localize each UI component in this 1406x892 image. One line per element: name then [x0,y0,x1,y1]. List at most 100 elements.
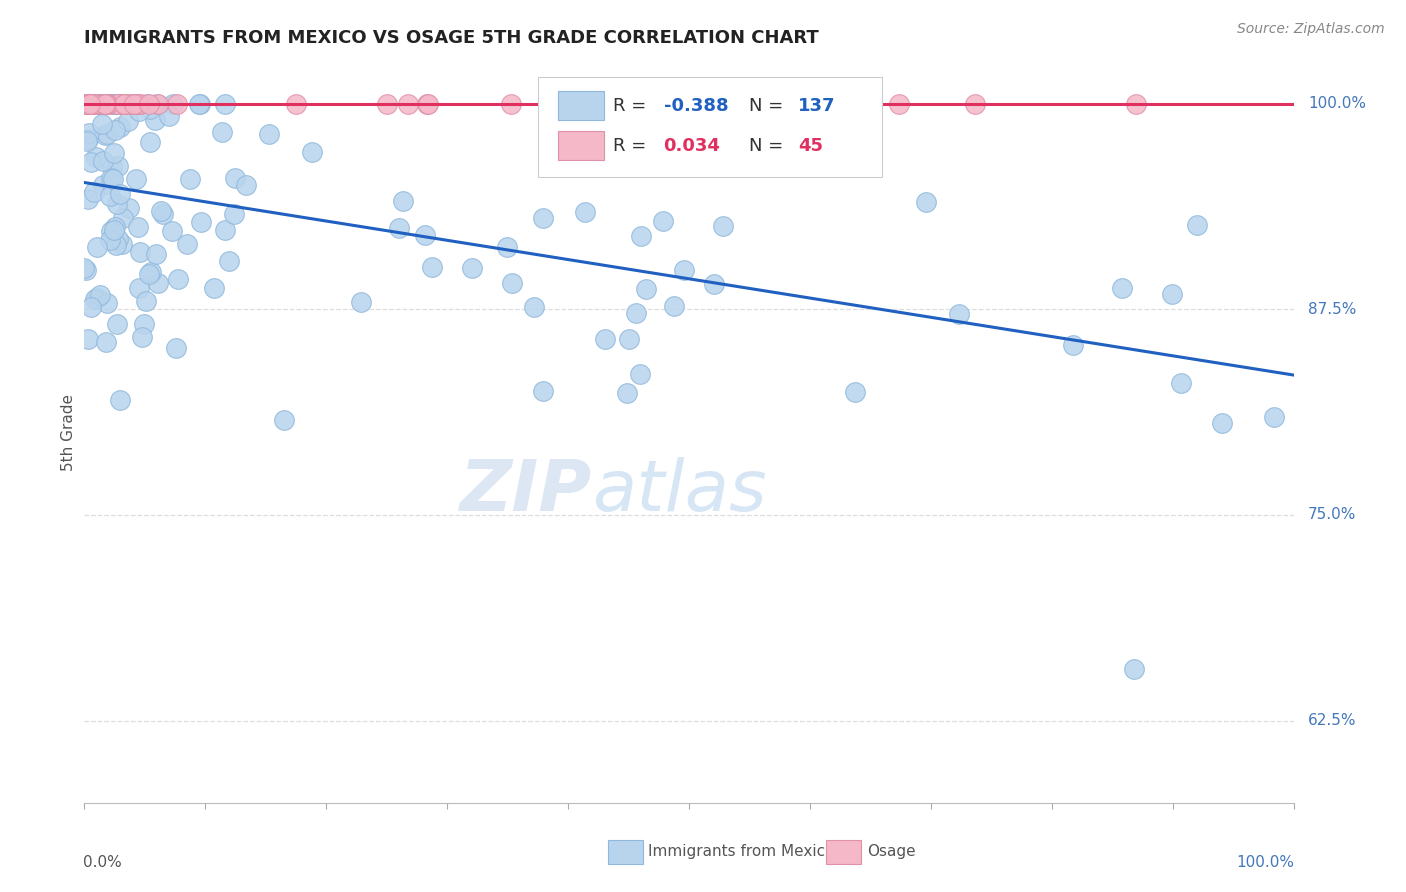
Point [1111,280,1133,294]
Text: N =: N = [749,96,789,114]
Point [94,128,117,143]
Point [86,96,108,111]
Point [616,386,638,401]
Point [501,276,523,290]
Point [107,232,129,246]
Point [273,413,295,427]
Point [711,219,734,234]
Text: Source: ZipAtlas.com: Source: ZipAtlas.com [1237,22,1385,37]
Point [75,96,97,111]
Point [91,178,114,193]
Point [176,236,198,251]
Point [139,102,162,116]
Point [146,96,169,111]
Point [76,134,98,148]
Point [166,96,188,111]
Point [301,145,323,160]
Point [688,96,710,111]
Point [179,172,201,186]
Point [145,247,167,261]
Point [104,122,127,136]
Point [531,211,554,225]
Point [948,307,970,321]
Text: Osage: Osage [866,844,915,859]
Point [501,96,523,111]
Point [148,96,170,111]
Text: ZIP: ZIP [460,458,592,526]
Point [422,260,444,275]
Point [150,203,173,218]
Point [138,136,160,150]
Point [619,96,641,111]
Point [634,283,657,297]
Point [86,240,108,254]
Point [852,96,875,111]
Point [91,118,114,132]
Point [121,96,143,111]
Text: IMMIGRANTS FROM MEXICO VS OSAGE 5TH GRADE CORRELATION CHART: IMMIGRANTS FROM MEXICO VS OSAGE 5TH GRAD… [84,29,820,47]
Point [94,96,117,111]
Point [127,96,149,111]
Point [80,300,103,314]
Point [107,159,129,173]
Point [1122,662,1144,676]
Point [141,265,163,279]
Point [96,96,118,111]
Point [76,333,98,347]
Point [461,261,484,276]
Point [105,197,128,211]
Point [122,96,145,111]
Point [104,219,127,234]
Point [125,171,148,186]
Point [190,96,212,111]
Point [214,96,236,111]
Point [103,96,125,111]
Point [96,296,118,310]
Point [1062,338,1084,352]
Point [187,96,209,111]
Point [617,332,640,346]
Point [80,96,103,111]
Text: R =: R = [613,96,652,114]
Point [94,96,117,111]
Point [567,150,589,164]
Point [96,127,118,141]
Point [211,125,233,139]
Text: 137: 137 [797,96,835,114]
Point [416,96,439,111]
Point [593,332,616,346]
Point [108,96,131,111]
Point [574,204,596,219]
Point [97,96,120,111]
Point [100,224,122,238]
Point [162,96,184,111]
Point [202,281,225,295]
Point [101,172,124,186]
Point [523,300,546,314]
Point [91,154,114,169]
Point [396,96,419,111]
Text: R =: R = [613,136,652,154]
Point [413,228,436,243]
Point [350,294,373,309]
Point [134,318,156,332]
Point [889,96,911,111]
Point [107,96,129,111]
Point [127,219,149,234]
Point [844,384,866,399]
Point [89,287,111,301]
Point [1185,218,1208,232]
Point [1263,410,1285,425]
Point [165,341,187,355]
Point [146,276,169,290]
FancyBboxPatch shape [538,78,883,178]
Point [162,224,184,238]
Text: 0.034: 0.034 [664,136,720,154]
Point [108,120,131,135]
Point [1125,96,1147,111]
Point [127,96,149,111]
Point [703,277,725,291]
Text: N =: N = [749,136,789,154]
Point [157,109,180,123]
Point [531,384,554,398]
